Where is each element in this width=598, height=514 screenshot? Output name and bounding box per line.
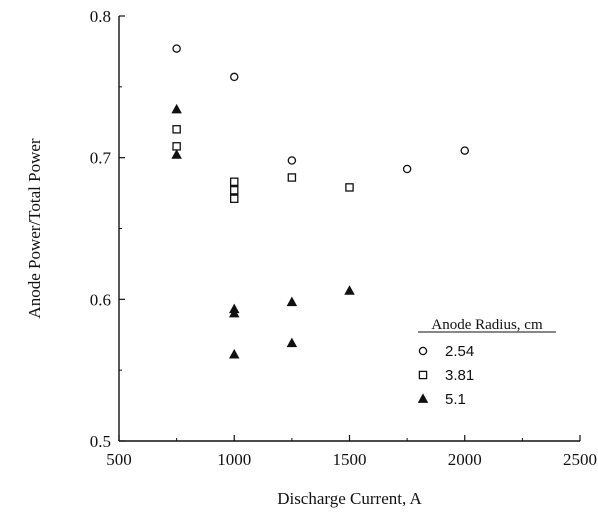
legend-marker (418, 370, 428, 380)
legend-label: 5.1 (445, 391, 466, 408)
data-point (171, 103, 182, 114)
data-point (344, 285, 355, 295)
legend-item-3.81: 3.81 (418, 367, 474, 384)
y-tick-label: 0.5 (90, 432, 111, 451)
data-point (229, 185, 239, 195)
data-point (286, 296, 298, 307)
data-point (402, 164, 412, 174)
legend-item-2.54: 2.54 (418, 343, 474, 360)
data-point (287, 156, 297, 165)
plot-frame (118, 16, 580, 442)
data-point (229, 177, 239, 186)
y-axis-title: Anode Power/Total Power (25, 138, 44, 318)
x-tick-label: 1000 (217, 450, 251, 469)
data-point (460, 146, 469, 155)
data-point (229, 307, 240, 318)
x-tick-label: 1500 (333, 450, 367, 469)
x-tick-label: 2000 (448, 450, 482, 469)
data-point (229, 194, 239, 203)
y-tick-label: 0.8 (90, 7, 111, 26)
legend-item-5.1: 5.1 (417, 391, 466, 408)
series-3.81 (172, 125, 354, 203)
data-point (286, 337, 298, 348)
series-2.54 (172, 44, 469, 174)
x-tick-label: 2500 (563, 450, 597, 469)
legend-label: 2.54 (445, 343, 474, 360)
data-point (172, 142, 181, 151)
y-tick-label: 0.7 (90, 149, 112, 168)
x-axis-title: Discharge Current, A (277, 489, 422, 508)
x-tick-label: 500 (106, 450, 132, 469)
data-point (172, 44, 181, 53)
series-5.1 (171, 103, 355, 359)
legend-label: 3.81 (445, 367, 474, 384)
data-point (287, 173, 297, 182)
data-point (172, 125, 181, 134)
legend-marker (417, 393, 429, 403)
legend-title: Anode Radius, cm (431, 317, 543, 333)
data-point (229, 72, 239, 82)
axis-ticks (118, 15, 581, 442)
data-point (229, 348, 240, 359)
data-point (345, 183, 354, 192)
legend: Anode Radius, cm 2.54 3.81 5.1 (417, 317, 556, 408)
axis-tick-labels: 500 1000 1500 2000 2500 0.5 0.6 0.7 0.8 (90, 7, 597, 469)
data-points (171, 44, 469, 359)
legend-marker (418, 346, 428, 356)
data-point (171, 149, 182, 159)
y-tick-label: 0.6 (90, 290, 111, 309)
